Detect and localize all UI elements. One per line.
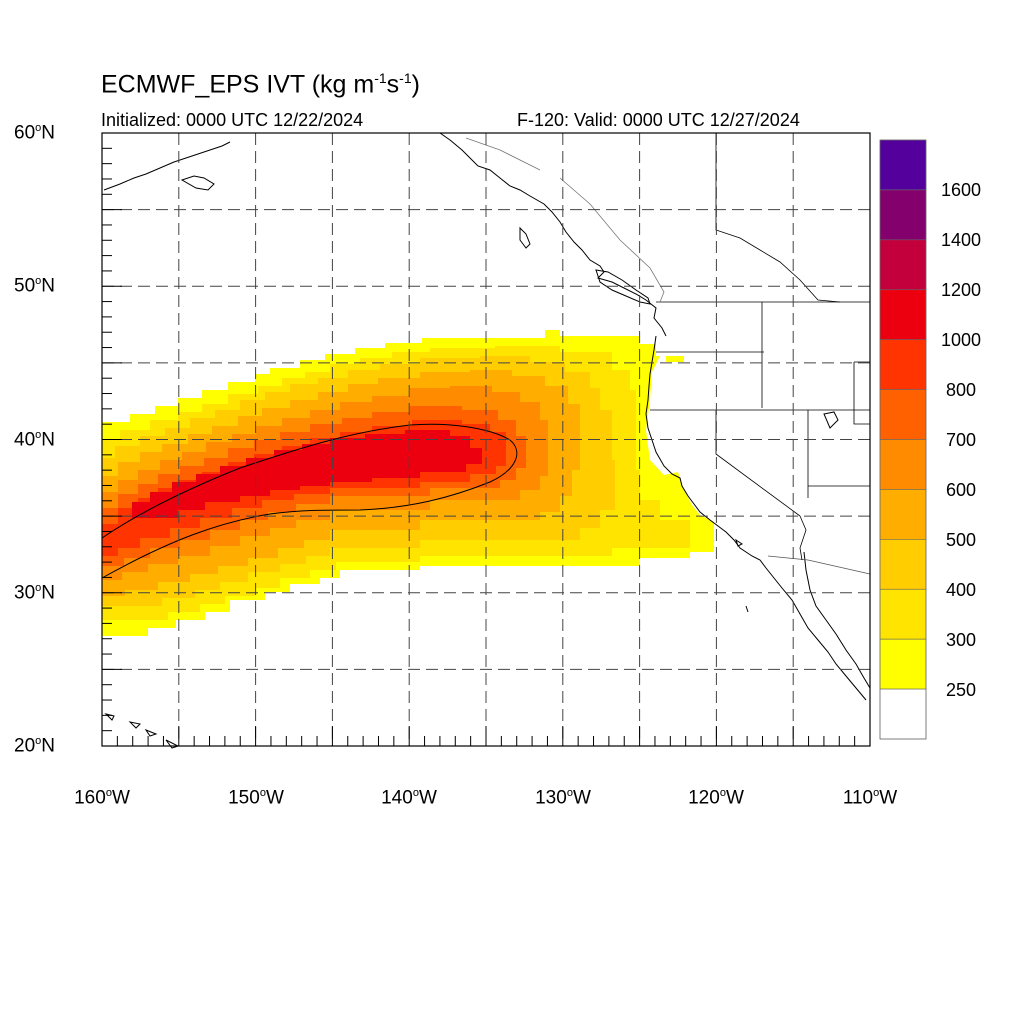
colorbar-label-800: 800 (945, 380, 977, 400)
lon-label-140w: 140oW (381, 787, 437, 809)
colorbar-swatch (879, 588, 927, 640)
axis-ticks (101, 132, 871, 747)
lon-label-110w: 110oW (842, 787, 898, 809)
colorbar-label-600: 600 (945, 480, 977, 500)
colorbar (879, 139, 927, 740)
colorbar-label-1200: 1200 (940, 280, 982, 300)
lat-label-40: 40oN (14, 429, 55, 451)
coast-hawaii-4 (165, 739, 180, 749)
coast-oregon-california (645, 335, 867, 701)
map-title: ECMWF_EPS IVT (kg m-1s-1) (101, 70, 420, 99)
lat-label-60: 60oN (14, 122, 55, 144)
border-ak-bc (465, 137, 541, 171)
lat-lon-grid (102, 133, 870, 746)
political-borders (465, 133, 871, 575)
border-canada-east (715, 133, 841, 303)
colorbar-label-1000: 1000 (940, 330, 982, 350)
lat-label-30: 30oN (14, 582, 55, 604)
colorbar-swatch (879, 539, 927, 590)
colorbar-label-1400: 1400 (940, 230, 982, 250)
colorbar-swatch (879, 239, 927, 291)
lon-label-130w: 130oW (535, 787, 591, 809)
lon-label-150w: 150oW (228, 787, 284, 809)
coast-bc-alaska (439, 132, 667, 337)
coast-haida-gwaii (519, 226, 531, 249)
colorbar-label-400: 400 (945, 580, 977, 600)
lat-label-20: 20oN (14, 735, 55, 757)
border-bc-ab (559, 177, 665, 303)
coast-guadalupe-isl (745, 605, 749, 613)
title-exp2: -1 (399, 70, 412, 86)
colorbar-swatch (879, 289, 927, 340)
colorbar-swatch (879, 389, 927, 440)
ivt-1000-region (132, 430, 482, 518)
valid-time-label: F-120: Valid: 0000 UTC 12/27/2024 (517, 110, 800, 130)
colorbar-swatch (879, 638, 927, 690)
coast-gsl (823, 411, 839, 429)
coastlines (103, 132, 871, 749)
title-variable: IVT (kg m (266, 70, 375, 99)
coast-hawaii-2 (128, 721, 142, 729)
colorbar-swatch (879, 489, 927, 540)
title-exp1: -1 (374, 70, 387, 86)
title-mid: s (386, 70, 400, 99)
coast-kodiak (180, 175, 215, 191)
title-close: ) (411, 70, 420, 99)
coast-gulf-california (803, 551, 871, 689)
colorbar-swatch (879, 189, 927, 241)
colorbar-label-300: 300 (945, 630, 977, 650)
colorbar-label-700: 700 (945, 430, 977, 450)
coast-alaska-peninsula (103, 141, 231, 191)
coast-vancouver-island (595, 269, 651, 305)
colorbar-swatch (879, 139, 927, 191)
init-time-label: Initialized: 0000 UTC 12/22/2024 (101, 110, 364, 130)
ivt-contour-line (101, 423, 518, 579)
colorbar-frame (879, 139, 927, 740)
coast-channel-islands (735, 538, 743, 547)
border-us-mexico (767, 555, 871, 575)
border-ca-nv (715, 410, 801, 517)
colorbar-label-250: 250 (945, 680, 977, 700)
colorbar-swatch (879, 688, 927, 740)
title-model: ECMWF_EPS (101, 70, 260, 99)
lat-label-50: 50oN (14, 275, 55, 297)
lon-label-120w: 120oW (688, 787, 744, 809)
lon-label-160w: 160oW (74, 787, 130, 809)
colorbar-label-1600: 1600 (940, 180, 982, 200)
colorbar-swatch (879, 439, 927, 490)
ivt-fill-layer (101, 330, 714, 636)
border-wy (853, 361, 870, 425)
border-ca-az-river (799, 515, 807, 561)
colorbar-label-500: 500 (945, 530, 977, 550)
colorbar-swatch (879, 339, 927, 390)
coast-hawaii-3 (144, 728, 158, 737)
